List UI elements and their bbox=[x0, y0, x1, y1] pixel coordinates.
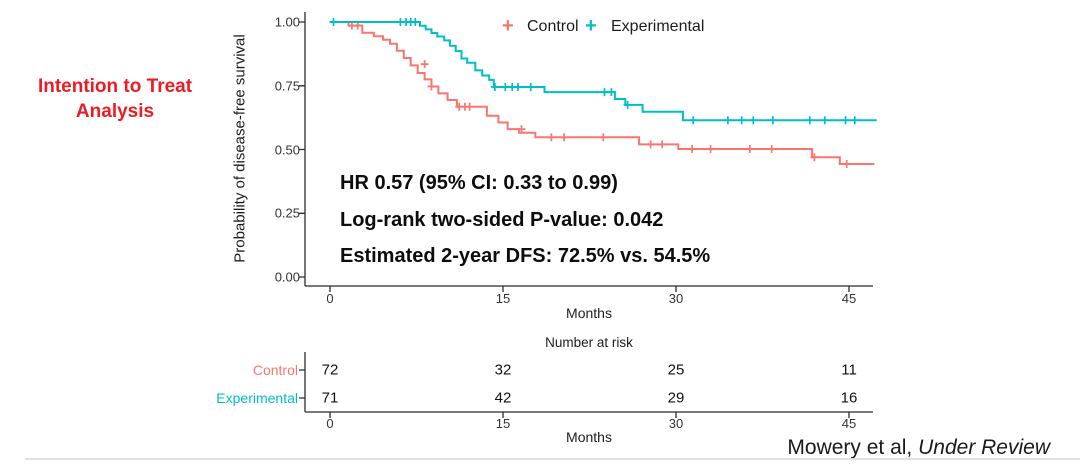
y-axis-label: Probability of disease-free survival bbox=[231, 34, 249, 263]
y-tick-label: 0.75 bbox=[274, 78, 300, 94]
annotation-hazard-ratio: HR 0.57 (95% CI: 0.33 to 0.99) bbox=[340, 172, 618, 194]
legend-marker-control: + bbox=[502, 15, 514, 37]
slide-title-line1: Intention to Treat bbox=[37, 76, 193, 97]
annotation-2yr-dfs: Estimated 2-year DFS: 72.5% vs. 54.5% bbox=[340, 245, 711, 267]
x-axis-label-main: Months bbox=[566, 305, 612, 321]
y-tick-label: 0.00 bbox=[274, 269, 300, 285]
slide-title: Intention to Treat Analysis bbox=[15, 74, 215, 124]
x-tick-label-main: 0 bbox=[326, 291, 334, 306]
x-axis-label-risk: Months bbox=[566, 429, 612, 445]
risk-count: 42 bbox=[494, 389, 512, 407]
legend-marker-experimental: + bbox=[585, 15, 597, 37]
x-tick-label-risk: 30 bbox=[668, 416, 684, 431]
annotation-logrank-pvalue: Log-rank two-sided P-value: 0.042 bbox=[340, 209, 664, 231]
risk-table-title: Number at risk bbox=[545, 335, 633, 350]
legend-label-experimental: Experimental bbox=[611, 18, 705, 35]
risk-count: 25 bbox=[667, 361, 685, 379]
citation-authors: Mowery et al, bbox=[787, 436, 919, 459]
x-tick-label-risk: 0 bbox=[326, 416, 334, 431]
risk-count: 16 bbox=[840, 389, 858, 407]
x-tick-label-risk: 15 bbox=[495, 416, 511, 431]
risk-row-label-experimental: Experimental bbox=[216, 390, 298, 406]
x-tick-label-main: 45 bbox=[841, 291, 857, 306]
slide-title-line2: Analysis bbox=[75, 101, 155, 122]
x-tick-label-main: 30 bbox=[668, 291, 684, 306]
slide-bottom-rule bbox=[25, 458, 1080, 460]
y-tick-label: 1.00 bbox=[274, 14, 300, 30]
risk-count: 32 bbox=[494, 361, 512, 379]
risk-count: 11 bbox=[841, 361, 857, 379]
y-tick-label: 0.25 bbox=[274, 205, 300, 221]
y-tick-label: 0.50 bbox=[274, 142, 300, 157]
risk-count: 72 bbox=[321, 361, 339, 379]
risk-count: 71 bbox=[321, 389, 339, 407]
x-tick-label-main: 15 bbox=[495, 291, 511, 306]
citation-status: Under Review bbox=[918, 436, 1050, 459]
risk-count: 29 bbox=[667, 389, 685, 407]
risk-row-label-control: Control bbox=[252, 362, 298, 378]
legend-label-control: Control bbox=[527, 18, 579, 35]
citation: Mowery et al, Under Review bbox=[787, 436, 1050, 460]
x-tick-label-risk: 45 bbox=[841, 416, 857, 431]
